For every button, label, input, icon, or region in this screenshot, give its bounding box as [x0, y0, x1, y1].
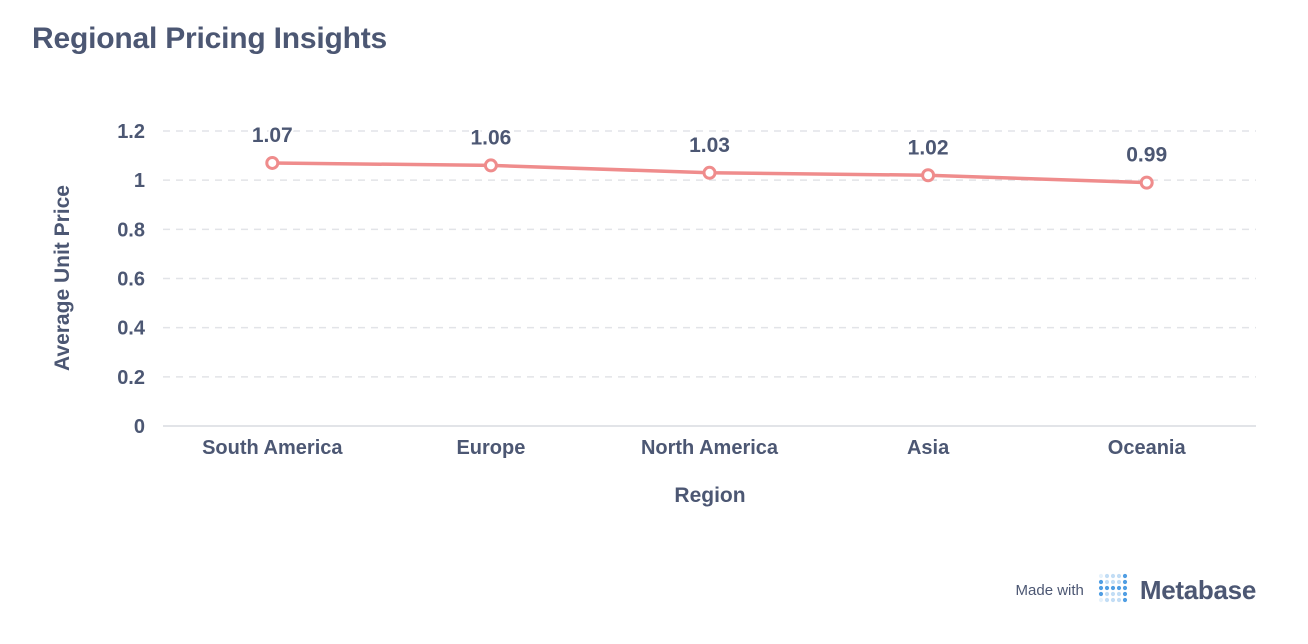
data-label: 1.07 [252, 124, 293, 147]
y-tick-label: 0.2 [117, 367, 145, 389]
x-tick-label[interactable]: Europe [456, 437, 525, 459]
data-point[interactable] [921, 168, 936, 183]
logo-dot [1116, 579, 1121, 585]
y-tick-label: 1 [134, 170, 145, 192]
data-point[interactable] [265, 155, 280, 170]
logo-dot [1104, 591, 1109, 597]
y-tick-label: 0.4 [117, 318, 146, 340]
metabase-logo-icon [1098, 573, 1127, 603]
x-tick-label[interactable]: North America [641, 437, 779, 459]
data-point[interactable] [483, 158, 498, 173]
logo-dot [1110, 591, 1115, 597]
logo-dot [1116, 597, 1121, 603]
logo-dot [1122, 597, 1127, 603]
logo-dot [1098, 585, 1103, 591]
data-label: 1.06 [470, 126, 511, 149]
data-label: 0.99 [1126, 144, 1167, 167]
logo-dot [1116, 573, 1121, 579]
data-label: 1.02 [908, 136, 949, 159]
y-tick-label: 0.6 [117, 269, 145, 291]
metabase-brand[interactable]: Metabase [1098, 572, 1256, 608]
logo-dot [1098, 579, 1103, 585]
metabase-brand-name: Metabase [1139, 574, 1256, 605]
logo-dot [1110, 597, 1115, 603]
logo-dot [1098, 573, 1103, 579]
made-with-label: Made with [1015, 581, 1084, 599]
logo-dot [1122, 579, 1127, 585]
logo-dot [1104, 579, 1109, 585]
series-points[interactable] [265, 155, 1154, 190]
data-point[interactable] [702, 165, 717, 180]
x-tick-label[interactable]: South America [202, 437, 343, 459]
logo-dot [1098, 597, 1103, 603]
made-with-metabase-footer[interactable]: Made with Metabase [1016, 572, 1256, 608]
x-tick-label[interactable]: Asia [907, 437, 950, 459]
y-axis-title: Average Unit Price [51, 185, 74, 371]
data-point[interactable] [1139, 175, 1154, 190]
y-tick-label: 0 [134, 416, 145, 438]
x-axis-title: Region [674, 484, 745, 507]
logo-dot [1122, 585, 1127, 591]
logo-dot [1116, 585, 1121, 591]
y-tick-label: 1.2 [117, 121, 145, 143]
logo-dot [1110, 585, 1115, 591]
logo-dot [1116, 591, 1121, 597]
logo-dot [1122, 573, 1127, 579]
logo-dot [1110, 573, 1115, 579]
logo-dot [1104, 585, 1109, 591]
logo-dot [1110, 579, 1115, 585]
y-tick-label: 0.8 [117, 219, 145, 241]
data-labels: 1.07 1.06 1.03 1.02 0.99 [250, 122, 1169, 169]
chart-title: Regional Pricing Insights [32, 22, 388, 55]
logo-dot [1122, 591, 1127, 597]
line-chart: 0 0.2 0.4 0.6 0.8 1 1.2 South America Europe Nor… [51, 121, 1256, 507]
x-axis-ticks[interactable]: South America Europe North America Asia Ocea… [202, 437, 1186, 459]
data-label: 1.03 [689, 134, 730, 157]
x-tick-label[interactable]: Oceania [1108, 437, 1187, 459]
logo-dot [1104, 573, 1109, 579]
logo-dot [1104, 597, 1109, 603]
logo-dot [1098, 591, 1103, 597]
y-axis-ticks: 0 0.2 0.4 0.6 0.8 1 1.2 [117, 121, 146, 438]
